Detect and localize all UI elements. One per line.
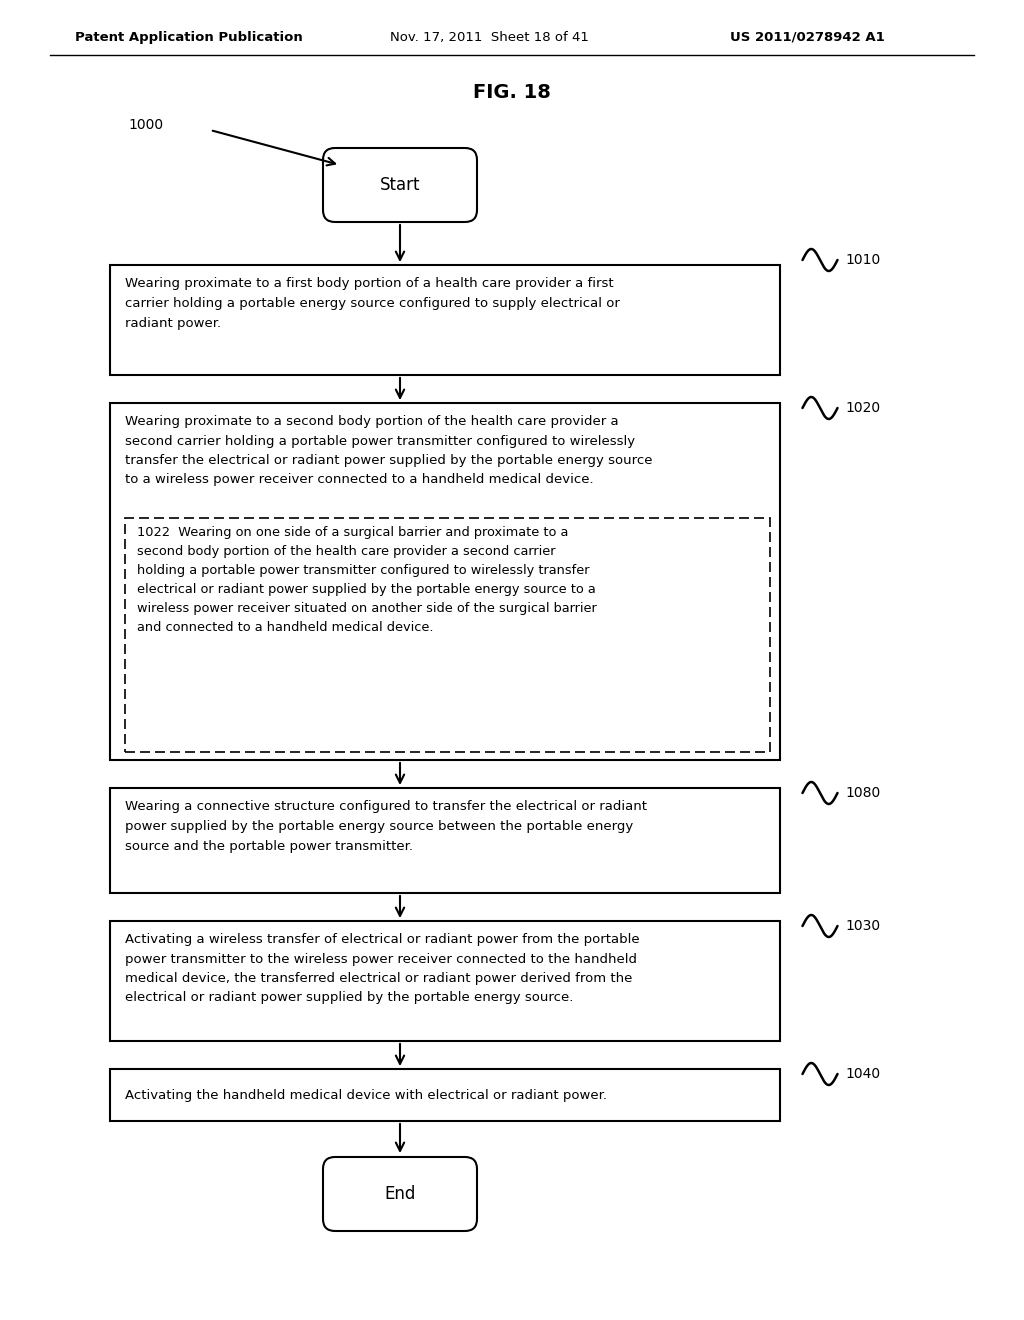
- Bar: [125, 517, 770, 752]
- Text: 1020: 1020: [845, 401, 880, 414]
- Text: 1080: 1080: [845, 785, 881, 800]
- Text: Nov. 17, 2011  Sheet 18 of 41: Nov. 17, 2011 Sheet 18 of 41: [390, 30, 589, 44]
- Text: 1030: 1030: [845, 919, 880, 933]
- FancyBboxPatch shape: [323, 1158, 477, 1232]
- Text: 1022  Wearing on one side of a surgical barrier and proximate to a
second body p: 1022 Wearing on one side of a surgical b…: [137, 525, 597, 634]
- Text: 1000: 1000: [128, 117, 163, 132]
- Text: FIG. 18: FIG. 18: [473, 82, 551, 102]
- Text: US 2011/0278942 A1: US 2011/0278942 A1: [730, 30, 885, 44]
- Text: Activating a wireless transfer of electrical or radiant power from the portable
: Activating a wireless transfer of electr…: [125, 933, 640, 1005]
- Text: Wearing proximate to a first body portion of a health care provider a first
carr: Wearing proximate to a first body portio…: [125, 277, 620, 330]
- Text: 1040: 1040: [845, 1067, 880, 1081]
- Text: Start: Start: [380, 176, 420, 194]
- Bar: [110, 265, 780, 375]
- Text: Wearing proximate to a second body portion of the health care provider a
second : Wearing proximate to a second body porti…: [125, 414, 652, 487]
- FancyBboxPatch shape: [323, 148, 477, 222]
- Bar: [110, 788, 780, 894]
- Text: Patent Application Publication: Patent Application Publication: [75, 30, 303, 44]
- Bar: [110, 921, 780, 1041]
- Bar: [110, 1069, 780, 1121]
- Bar: [110, 403, 780, 760]
- Text: End: End: [384, 1185, 416, 1203]
- Text: Wearing a connective structure configured to transfer the electrical or radiant
: Wearing a connective structure configure…: [125, 800, 647, 853]
- Text: Activating the handheld medical device with electrical or radiant power.: Activating the handheld medical device w…: [125, 1089, 607, 1101]
- Text: 1010: 1010: [845, 253, 881, 267]
